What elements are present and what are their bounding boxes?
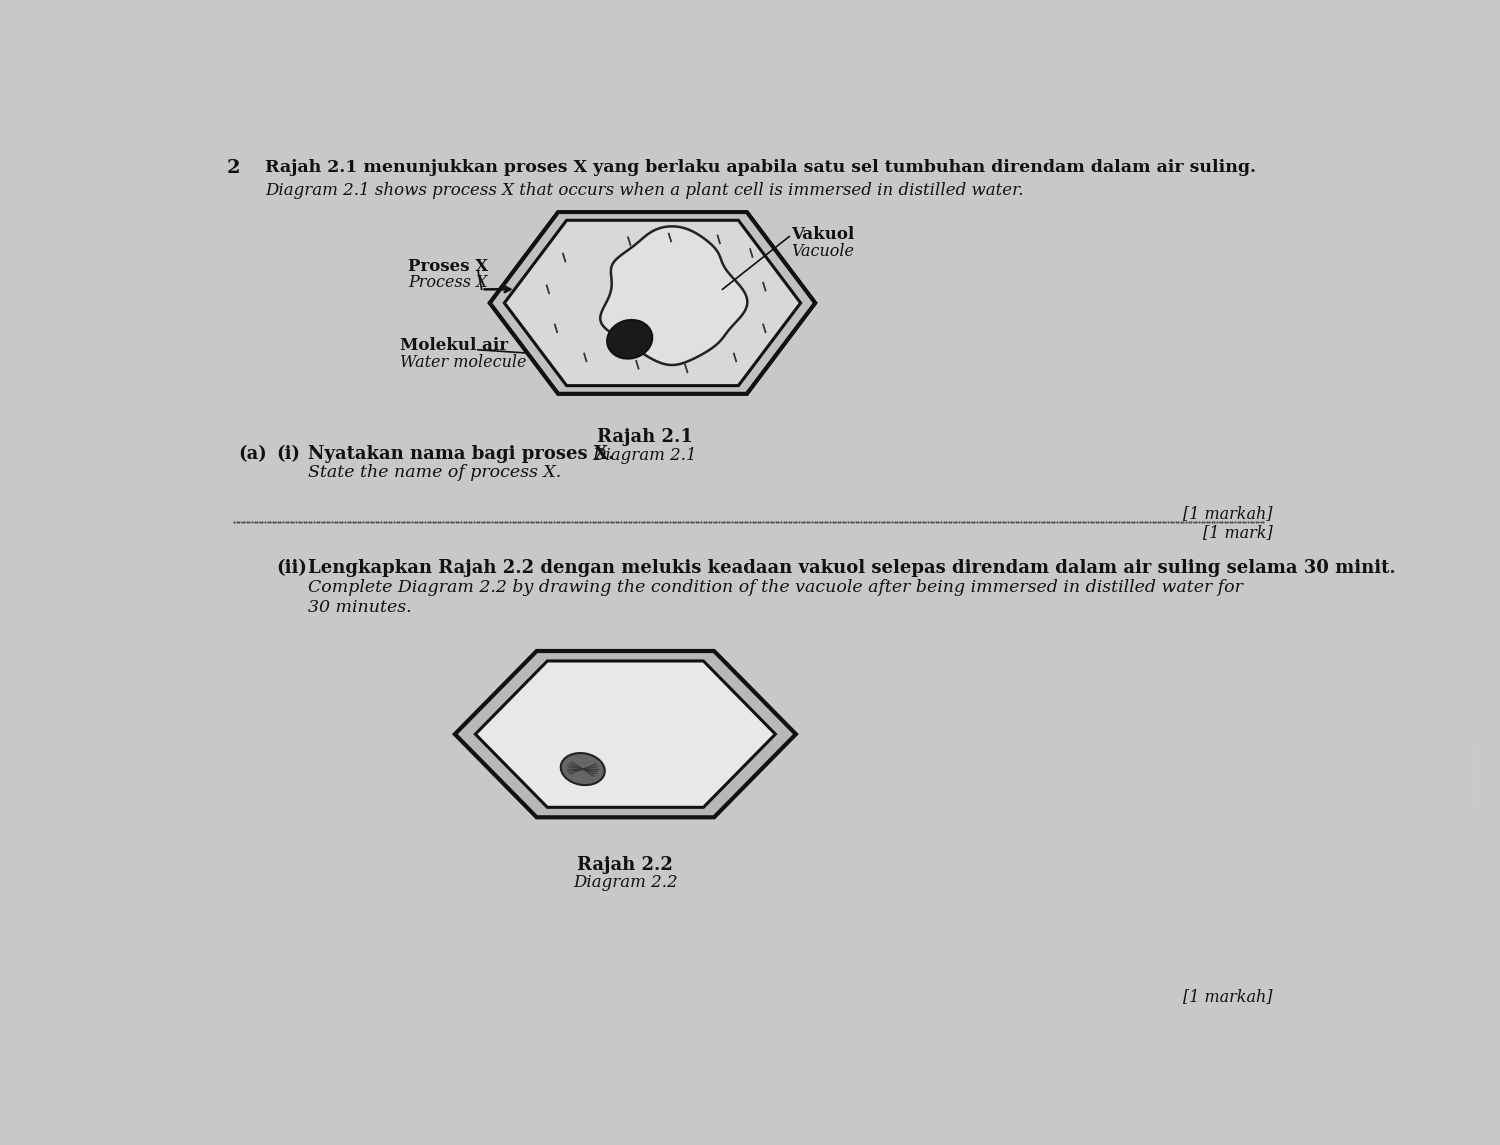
Text: Diagram 2.1: Diagram 2.1 xyxy=(592,447,698,464)
Polygon shape xyxy=(454,652,796,818)
Text: [1 markah]: [1 markah] xyxy=(1184,505,1272,522)
Text: Water molecule: Water molecule xyxy=(400,355,526,371)
Polygon shape xyxy=(504,220,801,386)
Text: Diagram 2.1 shows process X that occurs when a plant cell is immersed in distill: Diagram 2.1 shows process X that occurs … xyxy=(266,182,1023,199)
Ellipse shape xyxy=(561,753,604,785)
Text: Rajah 2.1 menunjukkan proses X yang berlaku apabila satu sel tumbuhan direndam d: Rajah 2.1 menunjukkan proses X yang berl… xyxy=(266,159,1256,176)
Text: Nyatakan nama bagi proses X.: Nyatakan nama bagi proses X. xyxy=(308,445,614,464)
Text: Complete Diagram 2.2 by drawing the condition of the vacuole after being immerse: Complete Diagram 2.2 by drawing the cond… xyxy=(308,579,1242,597)
Polygon shape xyxy=(489,212,816,394)
Text: Process X: Process X xyxy=(408,275,488,292)
Polygon shape xyxy=(476,661,776,807)
Text: State the name of process X.: State the name of process X. xyxy=(308,464,561,481)
Ellipse shape xyxy=(608,319,652,358)
Text: Vacuole: Vacuole xyxy=(790,243,853,260)
Text: (ii): (ii) xyxy=(276,560,308,577)
Text: Molekul air: Molekul air xyxy=(400,338,508,355)
Text: Lengkapkan Rajah 2.2 dengan melukis keadaan vakuol selepas direndam dalam air su: Lengkapkan Rajah 2.2 dengan melukis kead… xyxy=(308,560,1395,577)
Text: 2: 2 xyxy=(226,159,240,177)
Text: Rajah 2.1: Rajah 2.1 xyxy=(597,428,693,447)
Text: [1 mark]: [1 mark] xyxy=(1203,524,1272,540)
Text: Diagram 2.2: Diagram 2.2 xyxy=(573,875,678,891)
Text: Proses X: Proses X xyxy=(408,258,489,275)
Text: COUS MUS: COUS MUS xyxy=(1474,743,1484,803)
Text: Rajah 2.2: Rajah 2.2 xyxy=(578,855,674,874)
Polygon shape xyxy=(600,227,747,365)
Text: Vakuol: Vakuol xyxy=(790,226,853,243)
Text: [1 markah]: [1 markah] xyxy=(1184,988,1272,1005)
Text: 30 minutes.: 30 minutes. xyxy=(308,599,411,616)
Text: (i): (i) xyxy=(276,445,300,464)
Text: (a): (a) xyxy=(238,445,267,464)
